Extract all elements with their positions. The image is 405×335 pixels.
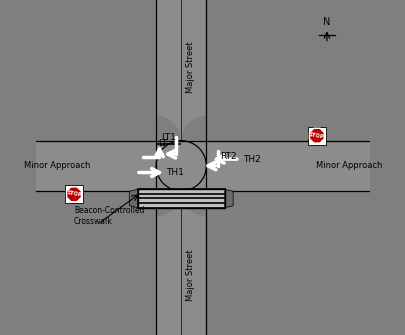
- Text: TH1: TH1: [166, 168, 183, 177]
- Polygon shape: [224, 189, 232, 208]
- Wedge shape: [181, 116, 206, 141]
- Text: Minor Approach: Minor Approach: [315, 161, 381, 170]
- Text: Major Street: Major Street: [185, 249, 195, 300]
- Polygon shape: [65, 186, 83, 203]
- Wedge shape: [156, 116, 181, 141]
- Polygon shape: [156, 0, 206, 335]
- Polygon shape: [35, 141, 370, 191]
- Polygon shape: [137, 189, 224, 208]
- Text: Major Street: Major Street: [185, 41, 195, 93]
- Text: TH2: TH2: [243, 155, 260, 163]
- Polygon shape: [66, 187, 81, 202]
- Polygon shape: [156, 141, 206, 191]
- Text: STOP: STOP: [308, 132, 324, 139]
- Polygon shape: [309, 128, 324, 143]
- Text: LT1: LT1: [161, 133, 175, 142]
- Polygon shape: [307, 127, 325, 144]
- Text: N: N: [322, 17, 330, 27]
- Text: Beacon-Controlled
Crosswalk: Beacon-Controlled Crosswalk: [74, 206, 144, 226]
- Polygon shape: [129, 189, 137, 208]
- Text: Minor Approach: Minor Approach: [24, 161, 90, 170]
- Text: STOP: STOP: [66, 191, 82, 198]
- Wedge shape: [156, 191, 181, 216]
- Text: LT: LT: [158, 139, 166, 148]
- Wedge shape: [181, 191, 206, 216]
- Text: RT2: RT2: [219, 152, 236, 161]
